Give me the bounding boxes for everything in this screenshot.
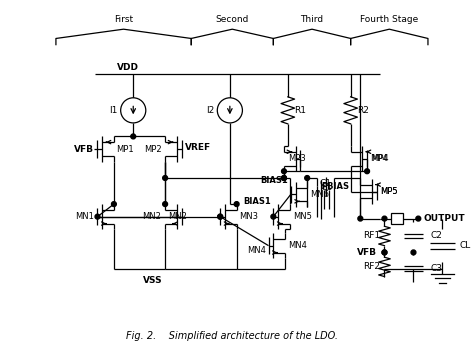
Text: VREF: VREF	[185, 142, 211, 152]
Text: MN6: MN6	[310, 190, 329, 199]
Text: R2: R2	[357, 106, 369, 115]
Text: Third: Third	[301, 15, 324, 24]
Circle shape	[111, 202, 116, 206]
Text: MN5: MN5	[292, 212, 311, 221]
Circle shape	[218, 214, 223, 219]
Text: MN1: MN1	[75, 212, 93, 221]
Circle shape	[282, 176, 286, 180]
Text: VFB: VFB	[73, 145, 93, 153]
Text: Second: Second	[216, 15, 249, 24]
Text: MN4: MN4	[247, 246, 265, 255]
Circle shape	[131, 134, 136, 139]
Text: MN2: MN2	[142, 212, 161, 221]
Circle shape	[95, 214, 100, 219]
Text: Fourth Stage: Fourth Stage	[360, 15, 419, 24]
Circle shape	[121, 98, 146, 123]
Circle shape	[411, 250, 416, 255]
Circle shape	[382, 216, 387, 221]
Text: MP5: MP5	[380, 187, 397, 196]
Text: MP4: MP4	[370, 154, 388, 163]
Text: BIAS1: BIAS1	[260, 177, 288, 185]
Text: RF2: RF2	[363, 262, 380, 271]
Circle shape	[282, 176, 286, 180]
Text: First: First	[114, 15, 133, 24]
Text: OUTPUT: OUTPUT	[423, 214, 465, 223]
Circle shape	[282, 169, 286, 174]
Text: MP2: MP2	[144, 145, 161, 153]
Text: I1: I1	[109, 106, 118, 115]
Circle shape	[305, 176, 310, 180]
Text: PBIAS: PBIAS	[322, 182, 350, 191]
Circle shape	[218, 214, 223, 219]
Text: VSS: VSS	[143, 276, 163, 285]
Circle shape	[382, 250, 387, 255]
Text: MN3: MN3	[239, 212, 258, 221]
Text: BIAS1: BIAS1	[243, 197, 271, 206]
Text: R1: R1	[295, 106, 307, 115]
Text: MP5: MP5	[381, 187, 398, 196]
Circle shape	[234, 202, 239, 206]
Text: MP4: MP4	[371, 154, 389, 163]
Circle shape	[217, 98, 242, 123]
Text: Fig. 2.    Simplified architecture of the LDO.: Fig. 2. Simplified architecture of the L…	[126, 331, 338, 341]
Text: C1: C1	[320, 183, 332, 192]
Text: I2: I2	[206, 106, 214, 115]
Text: RF1: RF1	[363, 231, 380, 241]
Bar	[391, 213, 403, 224]
Circle shape	[163, 202, 167, 206]
Text: C1: C1	[319, 179, 331, 188]
Circle shape	[416, 216, 421, 221]
Circle shape	[358, 216, 363, 221]
Text: MP3: MP3	[288, 154, 306, 163]
Text: C2: C2	[431, 231, 443, 241]
Circle shape	[163, 176, 167, 180]
Text: C3: C3	[431, 265, 443, 273]
Text: MP1: MP1	[116, 145, 134, 153]
Text: VDD: VDD	[118, 63, 139, 72]
Circle shape	[271, 214, 276, 219]
Text: MN2: MN2	[168, 212, 187, 221]
Circle shape	[365, 169, 370, 174]
Text: MN4: MN4	[288, 241, 307, 250]
Text: CL: CL	[460, 241, 471, 250]
Text: VFB: VFB	[357, 248, 377, 257]
Circle shape	[382, 250, 387, 255]
